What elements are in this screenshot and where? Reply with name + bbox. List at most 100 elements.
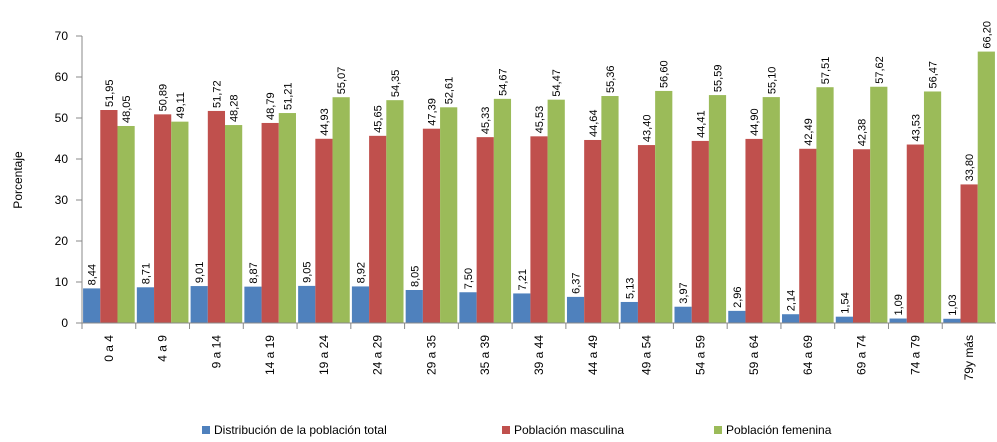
x-tick-label: 79y más <box>962 335 976 380</box>
value-label: 7,50 <box>463 268 475 289</box>
value-label: 44,93 <box>319 108 331 136</box>
value-label: 8,87 <box>248 262 260 283</box>
legend-swatch <box>714 426 722 434</box>
bar <box>190 286 208 323</box>
value-label: 42,49 <box>803 118 815 146</box>
value-label: 1,54 <box>839 292 851 313</box>
y-axis-label: Porcentaje <box>11 151 25 209</box>
bar <box>530 136 548 323</box>
bar <box>513 293 531 323</box>
bar <box>620 301 638 323</box>
value-label: 3,97 <box>678 282 690 303</box>
y-tick-label: 30 <box>55 193 69 207</box>
bar <box>136 287 155 323</box>
value-label: 50,89 <box>158 84 170 112</box>
legend-swatch <box>502 426 510 434</box>
bar <box>691 140 709 323</box>
value-label: 9,05 <box>302 261 314 282</box>
y-tick-label: 10 <box>55 275 69 289</box>
value-label: 1,09 <box>893 294 905 315</box>
bar <box>315 138 333 323</box>
bar <box>476 137 494 323</box>
bar <box>637 145 656 323</box>
x-tick-label: 69 a 74 <box>855 335 869 375</box>
value-label: 6,37 <box>571 272 583 293</box>
value-label: 47,39 <box>426 98 438 126</box>
y-tick-label: 0 <box>61 316 68 330</box>
bar <box>207 110 226 323</box>
value-label: 44,90 <box>749 108 761 136</box>
x-tick-label: 14 a 19 <box>263 335 277 375</box>
x-tick-label: 24 a 29 <box>371 335 385 375</box>
bar <box>601 96 619 323</box>
bar <box>405 289 423 323</box>
value-label: 55,07 <box>336 67 348 95</box>
bar <box>278 113 296 323</box>
y-tick-label: 40 <box>55 152 69 166</box>
x-tick-label: 59 a 64 <box>747 335 761 375</box>
bar <box>584 139 602 323</box>
x-tick-label: 54 a 59 <box>693 335 707 375</box>
bar <box>943 318 961 323</box>
value-label: 7,21 <box>517 269 529 290</box>
value-label: 55,10 <box>766 67 778 95</box>
x-tick-label: 44 a 49 <box>586 335 600 375</box>
value-label: 56,47 <box>928 61 940 89</box>
y-tick-label: 70 <box>55 29 69 43</box>
value-label: 49,11 <box>175 92 187 119</box>
value-label: 43,53 <box>910 114 922 142</box>
value-label: 8,44 <box>87 264 99 285</box>
bar <box>655 90 673 323</box>
legend-label: Población masculina <box>514 423 624 437</box>
bar <box>977 51 995 324</box>
x-tick-label: 64 a 69 <box>801 335 815 375</box>
value-label: 43,40 <box>642 115 654 143</box>
value-label: 8,71 <box>140 263 152 284</box>
x-tick-label: 74 a 79 <box>908 335 922 375</box>
value-label: 48,05 <box>121 95 133 123</box>
value-label: 51,72 <box>211 80 223 108</box>
x-tick-label: 49 a 54 <box>640 335 654 375</box>
x-tick-label: 29 a 35 <box>424 335 438 375</box>
y-tick-label: 60 <box>55 70 69 84</box>
value-label: 42,38 <box>857 119 869 147</box>
value-label: 48,28 <box>229 95 241 123</box>
bar <box>674 306 692 323</box>
bar <box>870 86 888 324</box>
bar <box>799 148 817 323</box>
value-label: 44,64 <box>588 109 600 137</box>
value-label: 1,03 <box>947 294 959 315</box>
value-label: 54,47 <box>551 69 563 97</box>
bar <box>422 128 441 323</box>
bar <box>762 97 780 323</box>
bar <box>244 286 262 323</box>
bar <box>225 125 243 323</box>
bar <box>261 122 279 323</box>
x-tick-label: 9 a 14 <box>209 335 223 369</box>
value-label: 8,05 <box>409 266 421 287</box>
value-label: 52,61 <box>444 77 456 105</box>
value-label: 55,36 <box>605 65 617 93</box>
value-label: 56,60 <box>659 60 671 88</box>
bar <box>782 314 800 323</box>
bar <box>154 114 172 323</box>
value-label: 57,51 <box>820 57 832 85</box>
bar <box>852 149 871 323</box>
bar <box>708 95 727 324</box>
value-label: 33,80 <box>964 154 976 182</box>
bar <box>100 110 118 323</box>
value-label: 2,14 <box>786 290 798 311</box>
value-label: 45,33 <box>480 107 492 135</box>
bar <box>835 316 853 323</box>
value-label: 9,01 <box>194 262 206 283</box>
bar <box>459 292 477 323</box>
bar <box>547 99 565 323</box>
value-label: 54,67 <box>497 68 509 96</box>
x-tick-label: 19 a 24 <box>317 335 331 375</box>
bar <box>493 98 512 323</box>
bar <box>440 107 458 323</box>
bar <box>906 144 924 323</box>
value-label: 57,62 <box>874 56 886 84</box>
value-label: 2,96 <box>732 286 744 307</box>
